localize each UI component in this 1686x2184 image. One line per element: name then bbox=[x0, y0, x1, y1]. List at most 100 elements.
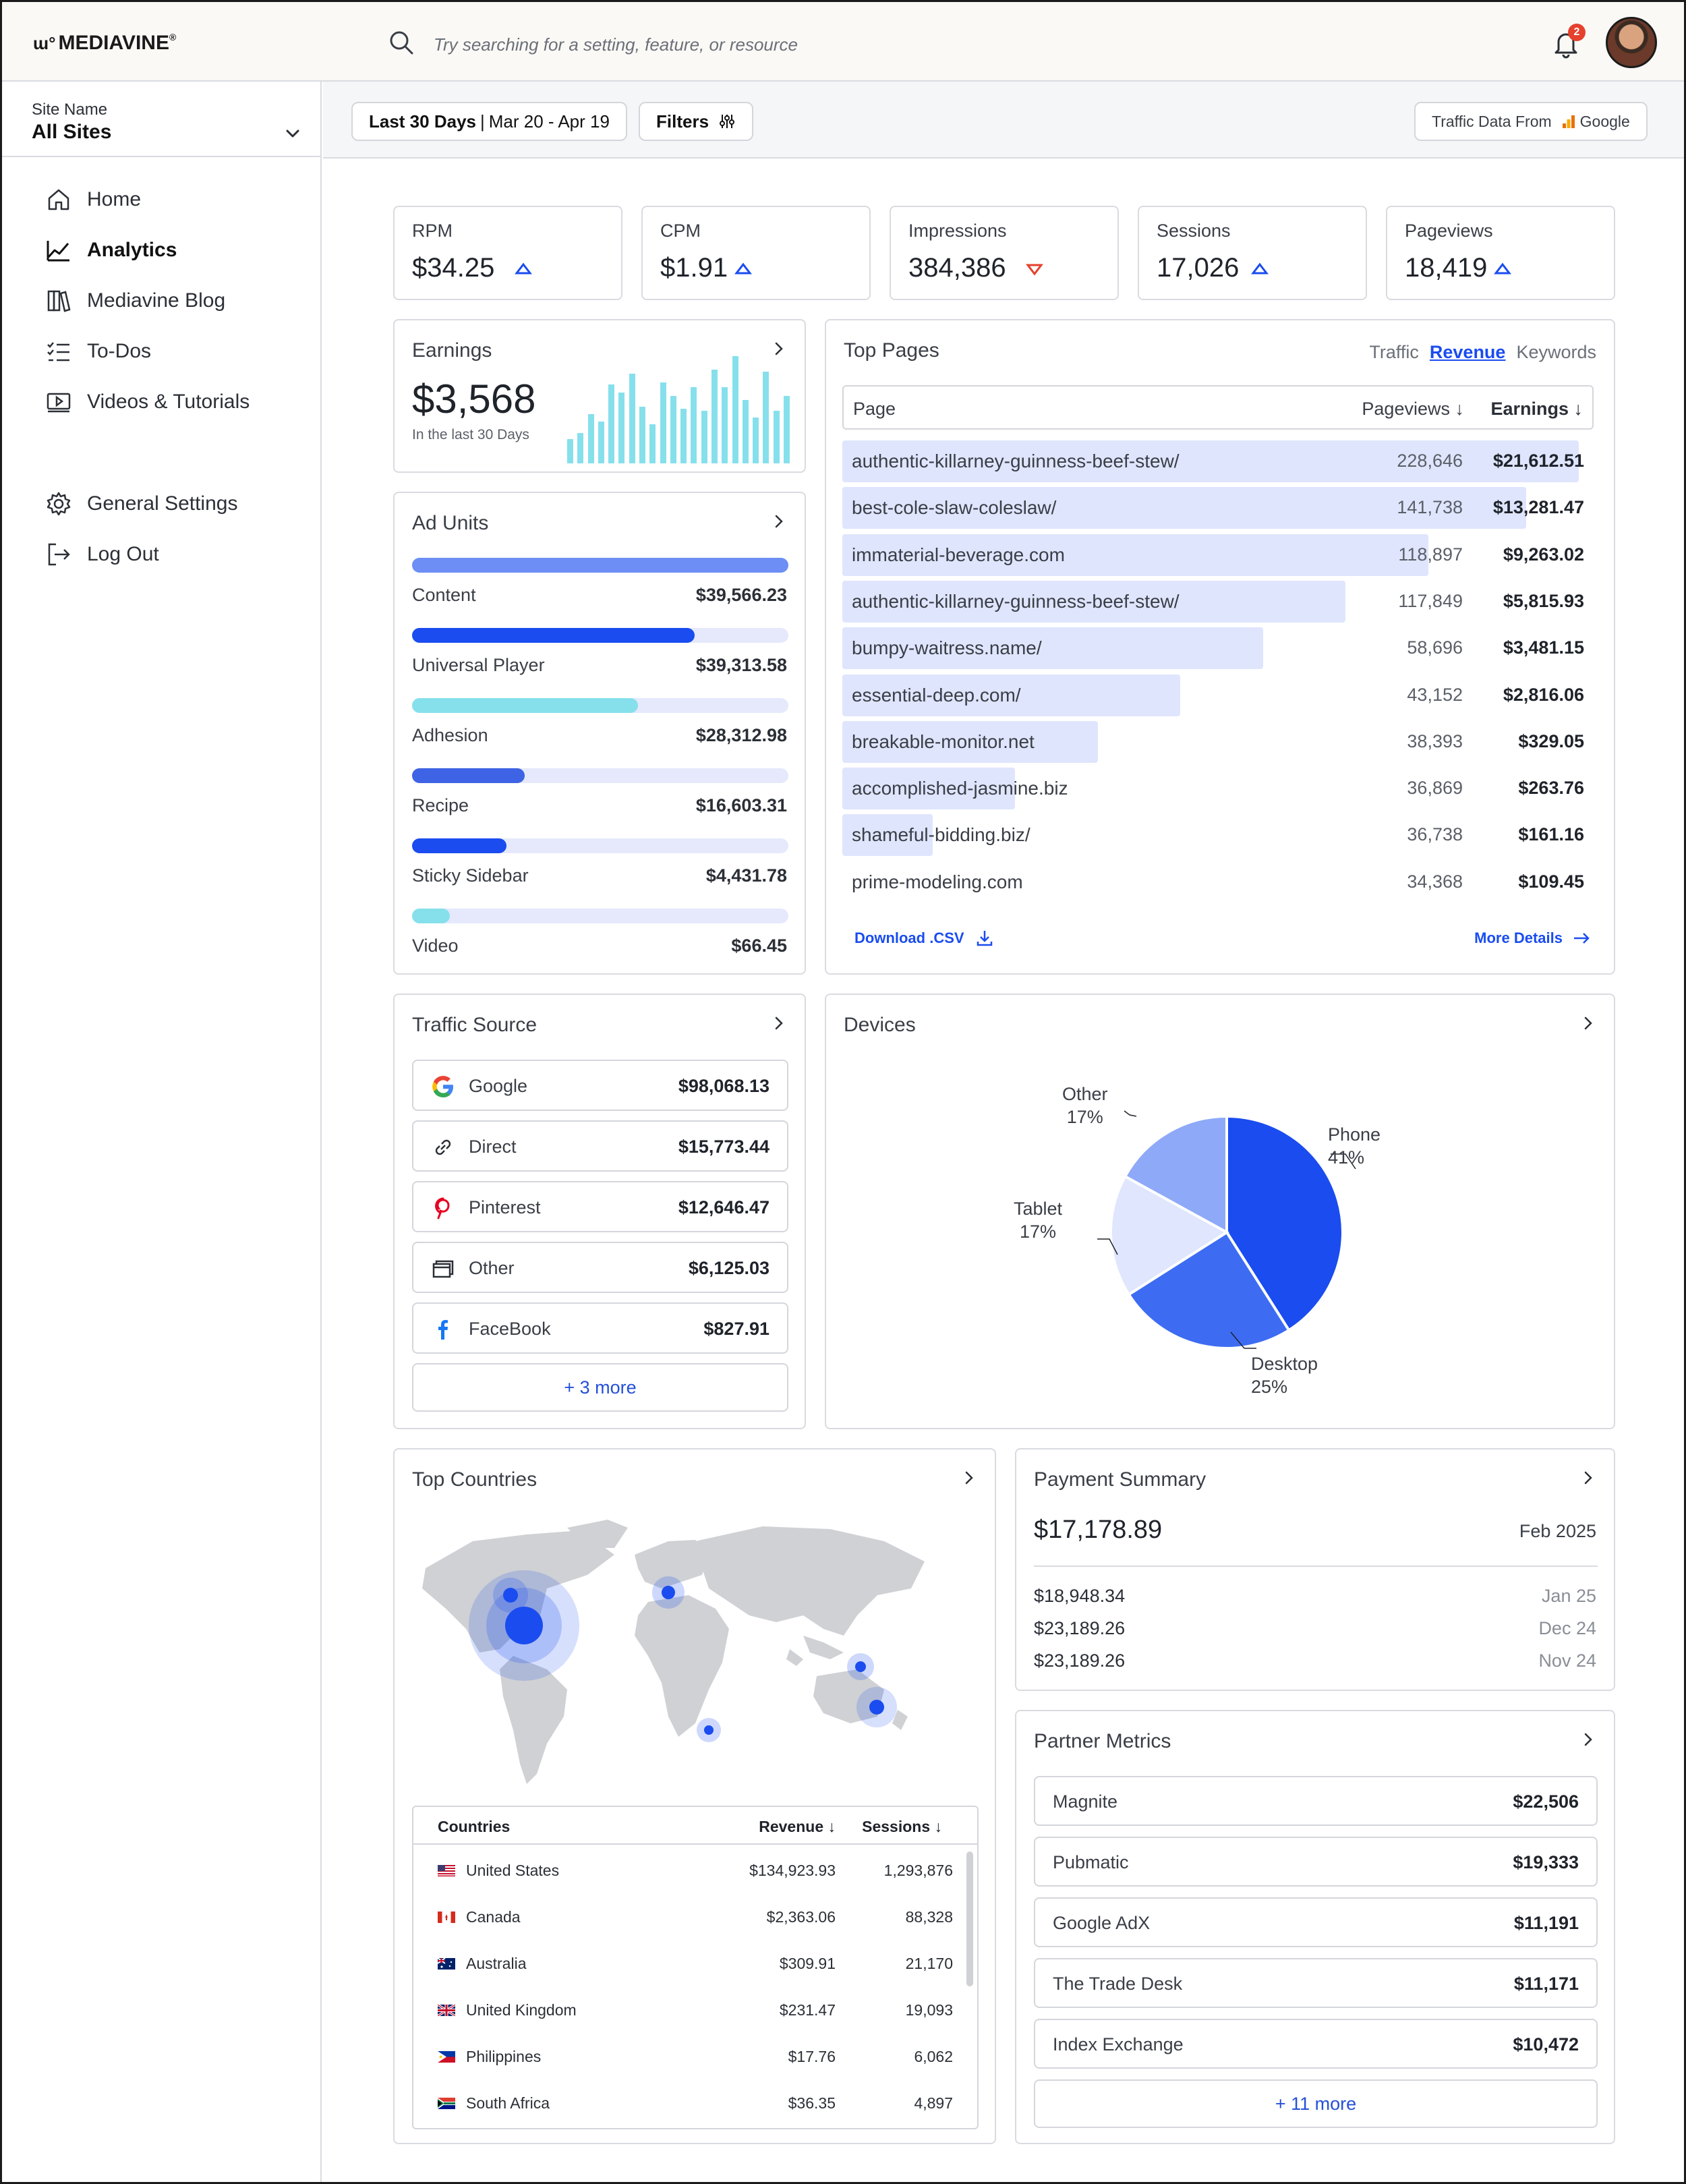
map-marker-uk[interactable] bbox=[662, 1586, 675, 1599]
chevron-right-icon[interactable] bbox=[1577, 1729, 1599, 1750]
table-row[interactable]: authentic-killarney-guinness-beef-stew/2… bbox=[842, 440, 1594, 482]
kpi-card-rpm[interactable]: RPM $34.25 bbox=[393, 206, 622, 300]
partner-row[interactable]: Pubmatic $19,333 bbox=[1034, 1837, 1598, 1887]
chevron-right-icon[interactable] bbox=[1577, 1012, 1599, 1034]
earnings-card[interactable]: Earnings $3,568 In the last 30 Days bbox=[393, 319, 806, 473]
search-input[interactable]: Try searching for a setting, feature, or… bbox=[434, 34, 798, 55]
table-row[interactable]: best-cole-slaw-coleslaw/141,738 $13,281.4… bbox=[842, 487, 1594, 529]
table-row[interactable]: shameful-bidding.biz/36,738 $161.16 bbox=[842, 814, 1594, 857]
tab-keywords[interactable]: Keywords bbox=[1516, 342, 1596, 362]
column-header-earnings[interactable]: Earnings ↓ bbox=[1490, 399, 1583, 420]
partner-row[interactable]: Index Exchange $10,472 bbox=[1034, 2019, 1598, 2069]
tab-revenue[interactable]: Revenue bbox=[1429, 342, 1506, 362]
kpi-card-impressions[interactable]: Impressions 384,386 bbox=[890, 206, 1119, 300]
map-marker-south-africa[interactable] bbox=[704, 1725, 714, 1735]
filters-button[interactable]: Filters bbox=[639, 102, 754, 141]
row-earnings: $9,263.02 bbox=[1503, 544, 1584, 565]
table-row[interactable]: Philippines $17.76 6,062 bbox=[413, 2034, 977, 2080]
sidebar-item-logout[interactable]: Log Out bbox=[45, 539, 159, 570]
country-revenue: $231.47 bbox=[779, 2001, 836, 2019]
traffic-source-row[interactable]: Other $6,125.03 bbox=[412, 1242, 788, 1293]
country-revenue: $36.35 bbox=[788, 2094, 836, 2112]
table-row[interactable]: authentic-killarney-guinness-beef-stew/1… bbox=[842, 580, 1594, 623]
chevron-right-icon[interactable] bbox=[1577, 1467, 1599, 1489]
traffic-source-row[interactable]: Direct $15,773.44 bbox=[412, 1120, 788, 1172]
map-marker-australia[interactable] bbox=[869, 1700, 884, 1715]
column-header-sessions[interactable]: Sessions ↓ bbox=[862, 1818, 942, 1836]
column-header-pageviews[interactable]: Pageviews ↓ bbox=[1362, 399, 1464, 420]
site-name-label: Site Name bbox=[32, 100, 108, 119]
kpi-card-pageviews[interactable]: Pageviews 18,419 bbox=[1386, 206, 1615, 300]
sidebar-item-blog[interactable]: Mediavine Blog bbox=[45, 285, 225, 316]
partner-name: Pubmatic bbox=[1053, 1852, 1129, 1872]
row-pageviews: 38,393 bbox=[1407, 730, 1463, 751]
chevron-down-icon[interactable] bbox=[283, 123, 303, 144]
row-earnings: $13,281.47 bbox=[1492, 497, 1584, 518]
earnings-bar bbox=[649, 424, 656, 463]
more-partners-button[interactable]: + 11 more bbox=[1034, 2079, 1598, 2128]
traffic-data-source-button[interactable]: Traffic Data From Google bbox=[1414, 102, 1648, 141]
more-sources-button[interactable]: + 3 more bbox=[412, 1363, 788, 1412]
site-selector[interactable]: All Sites bbox=[32, 121, 112, 143]
chevron-right-icon[interactable] bbox=[768, 1012, 790, 1034]
pie-slice-tablet[interactable] bbox=[1109, 1174, 1229, 1296]
sidebar-item-todos[interactable]: To-Dos bbox=[45, 336, 151, 367]
table-row[interactable]: bumpy-waitress.name/58,696 $3,481.15 bbox=[842, 627, 1594, 670]
table-row[interactable]: immaterial-beverage.com 118,897 $9,263.02 bbox=[842, 534, 1594, 576]
sidebar-item-home[interactable]: Home bbox=[45, 184, 141, 215]
column-header-page: Page bbox=[853, 399, 896, 419]
analytics-bars-icon bbox=[1562, 115, 1575, 128]
table-row[interactable]: United States $134,923.93 1,293,876 bbox=[413, 1847, 977, 1894]
search-icon[interactable] bbox=[388, 29, 415, 56]
table-row[interactable]: breakable-monitor.net 38,393 $329.05 bbox=[842, 720, 1594, 763]
partner-value: $22,506 bbox=[1513, 1791, 1579, 1812]
pie-slice-other[interactable] bbox=[1123, 1114, 1228, 1235]
sidebar-item-analytics[interactable]: Analytics bbox=[45, 235, 177, 266]
kpi-card-sessions[interactable]: Sessions 17,026 bbox=[1138, 206, 1367, 300]
chevron-right-icon[interactable] bbox=[768, 511, 790, 532]
traffic-data-label: Traffic Data From bbox=[1432, 112, 1552, 130]
sidebar-item-videos[interactable]: Videos & Tutorials bbox=[45, 386, 250, 418]
table-row[interactable]: prime-modeling.com 34,368 $109.45 bbox=[842, 861, 1594, 903]
country-sessions: 88,328 bbox=[905, 1908, 953, 1926]
table-row[interactable]: South Africa $36.35 4,897 bbox=[413, 2080, 977, 2127]
avatar[interactable] bbox=[1606, 17, 1657, 68]
date-range-button[interactable]: Last 30 Days | Mar 20 - Apr 19 bbox=[351, 102, 627, 141]
sidebar-item-label: To-Dos bbox=[87, 340, 152, 362]
row-bar bbox=[842, 440, 1579, 482]
kpi-card-cpm[interactable]: CPM $1.91 bbox=[641, 206, 871, 300]
earnings-bar bbox=[680, 409, 687, 463]
traffic-source-row[interactable]: Pinterest $12,646.47 bbox=[412, 1181, 788, 1232]
table-row[interactable]: United Kingdom $231.47 19,093 bbox=[413, 1987, 977, 2034]
table-row[interactable]: essential-deep.com/43,152 $2,816.06 bbox=[842, 674, 1594, 716]
traffic-source-row[interactable]: FaceBook $827.91 bbox=[412, 1302, 788, 1354]
logo[interactable]: ɯ° MEDIAVINE® bbox=[33, 32, 176, 55]
partner-row[interactable]: Google AdX $11,191 bbox=[1034, 1897, 1598, 1947]
table-row[interactable]: accomplished-jasmine.biz 36,869 $263.76 bbox=[842, 768, 1594, 810]
pie-slice-desktop[interactable] bbox=[1127, 1230, 1291, 1350]
chevron-right-icon[interactable] bbox=[958, 1467, 980, 1489]
ad-units-card: Ad Units Content $39,566.23 Universal Play… bbox=[393, 492, 806, 975]
table-row[interactable]: Australia $309.91 21,170 bbox=[413, 1941, 977, 1987]
table-scrollbar[interactable] bbox=[966, 1851, 973, 1986]
payment-history-amount: $18,948.34 bbox=[1034, 1586, 1126, 1606]
chevron-right-icon[interactable] bbox=[768, 338, 790, 360]
traffic-source-row[interactable]: Google $98,068.13 bbox=[412, 1060, 788, 1111]
column-header-revenue[interactable]: Revenue ↓ bbox=[759, 1818, 836, 1836]
ad-unit-name: Recipe bbox=[412, 795, 469, 815]
partner-row[interactable]: Magnite $22,506 bbox=[1034, 1776, 1598, 1826]
more-details-link[interactable]: More Details bbox=[1474, 929, 1591, 948]
earnings-bar bbox=[598, 422, 604, 463]
map-marker-philippines[interactable] bbox=[855, 1661, 866, 1672]
ad-unit-value: $16,603.31 bbox=[695, 795, 787, 815]
sidebar-item-general-settings[interactable]: General Settings bbox=[45, 488, 237, 519]
map-marker-canada[interactable] bbox=[503, 1588, 518, 1603]
tab-traffic[interactable]: Traffic bbox=[1369, 342, 1419, 362]
trend-down-icon bbox=[1026, 264, 1043, 276]
row-earnings: $263.76 bbox=[1518, 778, 1584, 799]
table-row[interactable]: Canada $2,363.06 88,328 bbox=[413, 1894, 977, 1941]
download-csv-link[interactable]: Download .CSV bbox=[854, 929, 994, 948]
map-marker-us[interactable] bbox=[505, 1607, 543, 1644]
partner-row[interactable]: The Trade Desk $11,171 bbox=[1034, 1958, 1598, 2008]
download-label: Download .CSV bbox=[854, 929, 964, 946]
